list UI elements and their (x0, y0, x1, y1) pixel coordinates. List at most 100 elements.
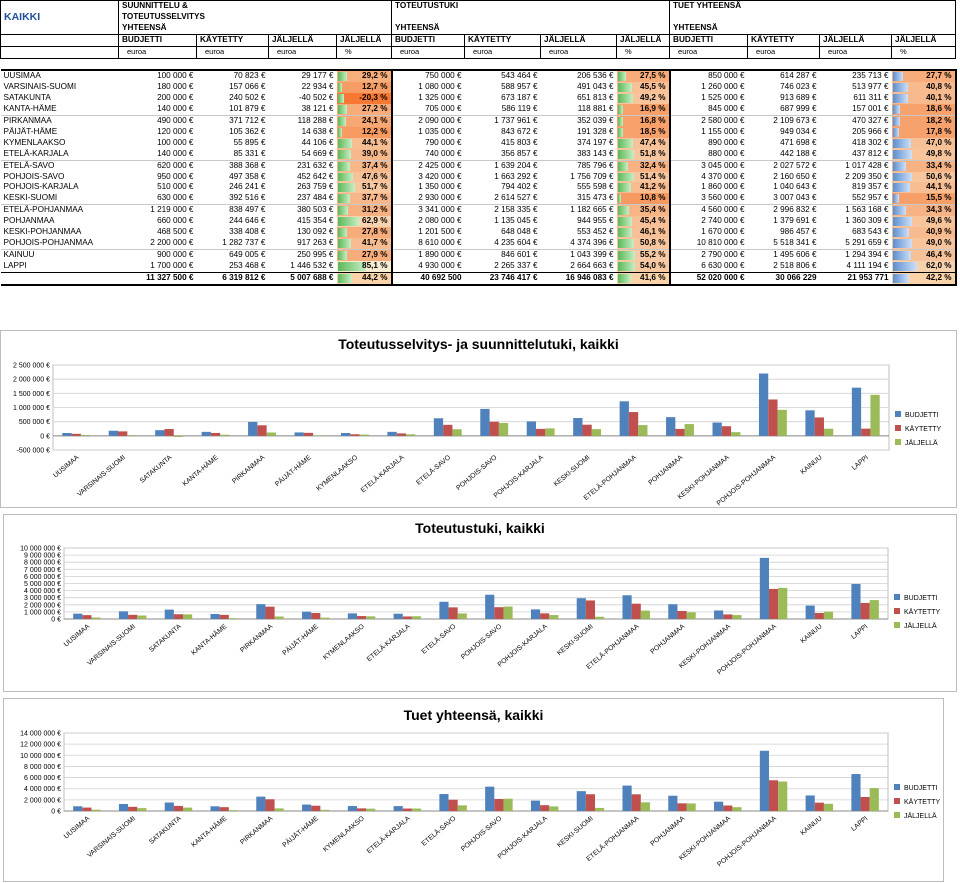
y-tick-label: 1 000 000 € (13, 405, 50, 412)
row-region-name: KYMENLAAKSO (3, 137, 66, 147)
legend-label: JÄLJELLÄ (905, 439, 938, 447)
data-bar (617, 194, 621, 204)
chart-1-box: Toteutusselvitys- ja suunnittelutuki, ka… (0, 330, 957, 508)
data-bar (892, 206, 906, 216)
cell-remaining: 2 664 663 € (570, 260, 614, 270)
y-tick-label: 1 000 000 € (24, 609, 61, 616)
unit-g3-c2: euroa (747, 45, 820, 59)
cell-used: 338 408 € (229, 227, 266, 237)
data-bar (617, 127, 624, 137)
col-header-g1-c3: JÄLJELLÄ (268, 33, 337, 47)
bar-budjetti (347, 613, 357, 619)
bar-jäljellä (869, 788, 879, 811)
cell-used: 843 672 € (501, 126, 538, 136)
row-region-name: PÄIJÄT-HÄME (3, 126, 58, 136)
cell-remaining: 315 473 € (577, 193, 614, 203)
table-row: ETELÄ-KARJALA 140 000 € 85 331 € 54 669 € 39… (1, 148, 957, 161)
pct-value: 32,4 % (640, 160, 666, 170)
cell-budget: 11 327 500 € (118, 271, 197, 286)
y-tick-label: 10 000 000 € (20, 753, 61, 760)
table-row: PIRKANMAA 490 000 €371 712 €118 288 € 24,1… (0, 115, 957, 127)
summary-table: KAIKKI SUUNNITTELU & TOTEUTUSTUKI TUET Y… (0, 0, 957, 286)
cell-used: 1 639 204 € (464, 159, 541, 172)
x-tick-label: UUSIMAA (52, 454, 81, 480)
cell-remaining-pct: 51,4 % (616, 171, 671, 183)
cell-used: 1 135 045 € (494, 216, 538, 226)
cell-budget: 3 420 000 € (418, 171, 462, 181)
data-bar (892, 172, 913, 182)
pct-value: 18,5 % (640, 126, 666, 136)
cell-budget: 510 000 € (157, 182, 194, 192)
data-bar (337, 117, 346, 126)
cell-used: 23 746 417 € (464, 271, 541, 286)
x-tick-label: KESKI-SUOMI (556, 815, 595, 849)
cell-budget: 880 000 € (708, 148, 745, 158)
pct-value: 47,0 % (926, 137, 952, 147)
y-tick-label: 2 000 000 € (24, 602, 61, 609)
x-tick-label: KYMENLAAKSO (315, 454, 359, 492)
cell-remaining: 418 302 € (852, 137, 889, 147)
cell-remaining: 38 121 € (301, 104, 334, 114)
bar-budjetti (433, 418, 444, 436)
pct-value: 44,1 % (362, 137, 388, 147)
chart-3: 0 € 2 000 000 € 4 000 000 € 6 000 000 € 8 00… (20, 731, 940, 869)
bar-jäljellä (640, 802, 650, 811)
cell-budget: 100 000 € (157, 71, 194, 81)
row-region-name: POHJOIS-KARJALA (3, 182, 79, 192)
cell-budget: 790 000 € (425, 137, 462, 147)
y-tick-label: 2 000 000 € (13, 377, 50, 384)
x-tick-label: SATAKUNTA (139, 454, 174, 485)
legend-swatch (894, 798, 900, 804)
cell-used: 253 468 € (229, 260, 266, 270)
bar-käytetty (448, 799, 458, 811)
unit-g2-c2: euroa (464, 45, 541, 59)
bar-budjetti (480, 408, 490, 436)
cell-budget: 1 325 000 € (418, 93, 462, 103)
cell-remaining-pct: 33,4 % (891, 159, 957, 172)
bar-budjetti (248, 421, 258, 436)
cell-used: 101 879 € (229, 104, 266, 114)
cell-budget: 3 560 000 € (701, 193, 745, 203)
bar-jäljellä (274, 808, 284, 811)
bar-budjetti (666, 417, 676, 436)
x-tick-label: POHJOIS-SAVO (455, 454, 498, 492)
data-bar (337, 228, 347, 238)
data-bar (337, 206, 348, 216)
cell-remaining-pct: -20,3 % (336, 93, 393, 105)
cell-used: 471 698 € (780, 137, 817, 147)
table-row: KESKI-POHJANMAA 468 500 € 338 408 € 130 092… (1, 227, 957, 239)
cell-budget: 1 080 000 € (418, 82, 462, 92)
unit-g3-c1: euroa (669, 45, 748, 59)
row-region-name: VARSINAIS-SUOMI (3, 82, 77, 92)
table-row: POHJOIS-POHJANMAA 2 200 000 € 1 282 737 € 9… (1, 238, 957, 250)
data-bar (337, 194, 351, 204)
cell-used: 1 663 292 € (494, 171, 538, 181)
pct-value: 18,6 % (926, 104, 952, 114)
cell-used: 1 379 691 € (773, 216, 817, 226)
y-tick-label: 12 000 000 € (20, 742, 61, 749)
cell-remaining-pct: 62,0 % (891, 260, 957, 273)
cell-remaining-pct: 27,9 % (336, 248, 393, 261)
bar-jäljellä (366, 616, 376, 619)
cell-remaining-pct: 44,1 % (336, 137, 393, 149)
y-tick-label: 0 € (51, 617, 61, 624)
bar-jäljellä (366, 808, 376, 811)
cell-used: 1 737 961 € (464, 115, 541, 127)
data-rows: UUSIMAA 100 000 € 70 823 € 29 177 € 29,2 % 75… (0, 70, 957, 273)
cell-used: 2 160 650 € (773, 171, 817, 181)
table-row: VARSINAIS-SUOMI 180 000 € 157 066 € 22 934 … (1, 82, 957, 94)
bar-budjetti (393, 806, 403, 811)
unit-g3-c3: euroa (819, 45, 892, 59)
data-bar (617, 250, 636, 260)
cell-remaining: 552 957 € (852, 193, 889, 203)
pct-value: 51,8 % (640, 148, 666, 158)
pct-value: 54,0 % (640, 260, 666, 270)
pct-value: 37,4 % (362, 160, 388, 170)
group-3-line1: TUET YHTEENSÄ (669, 0, 957, 12)
bar-käytetty (173, 614, 184, 619)
row-region-name: KAINUU (0, 248, 119, 261)
chart-1: -500 000 € 0 € 500 000 € 1 000 000 € 1 500 0… (13, 363, 941, 508)
bar-käytetty (860, 796, 870, 811)
bar-jäljellä (640, 610, 650, 619)
bar-käytetty (356, 616, 367, 619)
